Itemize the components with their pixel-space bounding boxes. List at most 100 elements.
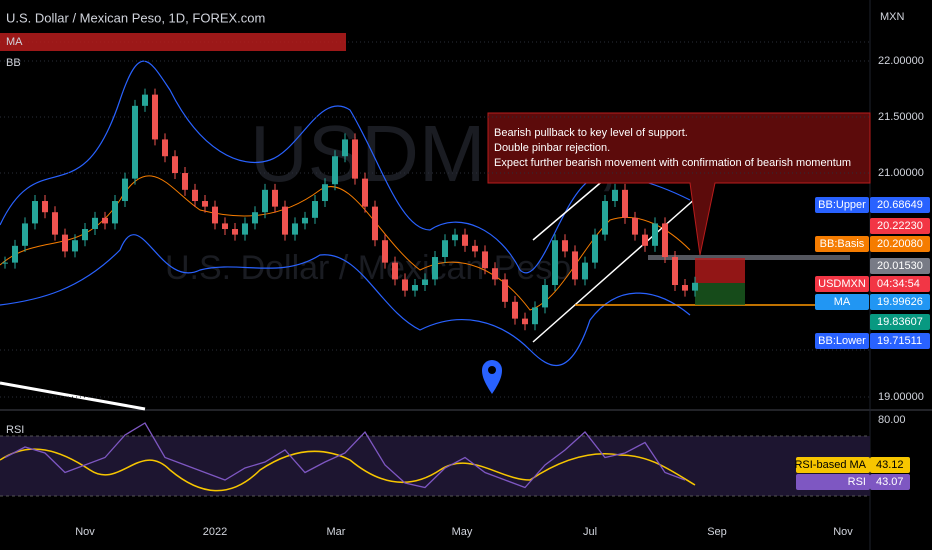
- tag-value: 19.71511: [877, 335, 922, 347]
- tag-value-box: [870, 197, 930, 213]
- channel-bottom: [532, 189, 706, 343]
- candle: [432, 257, 438, 280]
- tag-name: BB:Upper: [818, 199, 866, 211]
- time-label: Sep: [707, 526, 727, 538]
- candle: [682, 285, 688, 291]
- tag-value-box: [870, 294, 930, 310]
- candle: [412, 285, 418, 291]
- candle: [502, 279, 508, 302]
- tag-name: BB:Basis: [820, 238, 865, 250]
- candle: [542, 285, 548, 308]
- tag-value: 04:34:54: [877, 278, 920, 290]
- tag-value: 19.83607: [877, 316, 923, 328]
- candle: [62, 234, 68, 252]
- candle: [602, 201, 608, 235]
- candle: [622, 189, 628, 218]
- rsi-tag-value: 43.12: [876, 459, 904, 471]
- price-tick-label: 21.50000: [878, 111, 924, 123]
- candle: [562, 240, 568, 252]
- candle: [632, 217, 638, 235]
- annotation-line: Double pinbar rejection.: [494, 142, 610, 154]
- tag-value: 19.99626: [877, 296, 923, 308]
- candle: [272, 189, 278, 207]
- candle: [552, 240, 558, 286]
- tag-value-box: [870, 236, 930, 252]
- tag-name: USDMXN: [818, 278, 866, 290]
- rsi-tag-name: RSI-based MA: [794, 459, 866, 471]
- bb-lower: [0, 234, 691, 367]
- candle: [22, 223, 28, 246]
- tag-name-box: [815, 236, 869, 252]
- resistance-zone: [648, 255, 850, 260]
- candle: [142, 94, 148, 106]
- time-label: 2022: [203, 526, 227, 538]
- rsi-tick-label: 80.00: [878, 414, 906, 426]
- candle: [512, 301, 518, 319]
- candle: [132, 105, 138, 179]
- candle: [292, 223, 298, 235]
- candle: [162, 139, 168, 157]
- candle: [592, 234, 598, 263]
- price-tick-label: 22.00000: [878, 55, 924, 67]
- candle: [102, 217, 108, 224]
- candle: [382, 240, 388, 263]
- candle: [52, 212, 58, 235]
- stop-zone: [695, 258, 745, 283]
- tag-name-box: [815, 294, 869, 310]
- candle: [12, 245, 18, 263]
- candle: [372, 206, 378, 241]
- tag-value-box: [870, 276, 930, 292]
- candle: [332, 156, 338, 185]
- time-label: May: [452, 526, 473, 538]
- candle: [92, 217, 98, 230]
- candle: [462, 234, 468, 246]
- candle: [192, 189, 198, 202]
- candle: [322, 184, 328, 202]
- candle: [82, 229, 88, 241]
- rsi-tag-box: [796, 457, 870, 473]
- candle: [262, 189, 268, 213]
- candle: [672, 257, 678, 286]
- candle: [42, 201, 48, 213]
- trend-line: [0, 381, 146, 411]
- tag-value: 20.20080: [877, 238, 923, 250]
- tag-value-box: [870, 218, 930, 234]
- candle: [612, 189, 618, 202]
- candle: [342, 139, 348, 157]
- rsi-ma: [0, 448, 696, 492]
- candle: [442, 240, 448, 258]
- pin-hole: [488, 366, 496, 374]
- tag-value: 20.01530: [877, 260, 923, 272]
- rsi-tag-box: [796, 474, 870, 490]
- candle: [572, 251, 578, 280]
- tag-value: 20.22230: [877, 220, 923, 232]
- candle: [112, 201, 118, 224]
- candle: [582, 262, 588, 280]
- tag-value-box: [870, 258, 930, 274]
- candle: [522, 318, 528, 325]
- candle: [452, 234, 458, 241]
- indicator-name: BB: [6, 57, 21, 69]
- candle: [482, 251, 488, 269]
- candle: [352, 139, 358, 179]
- tag-name: MA: [834, 296, 851, 308]
- tag-name-box: [815, 276, 869, 292]
- currency: MXN: [880, 11, 905, 23]
- tag-value-box: [870, 314, 930, 330]
- candle: [472, 245, 478, 252]
- candle: [312, 201, 318, 218]
- tag-name-box: [815, 333, 869, 349]
- price-tick-label: 19.00000: [878, 391, 924, 403]
- candle: [662, 223, 668, 258]
- candle: [72, 240, 78, 252]
- candle: [402, 279, 408, 291]
- tag-name-box: [815, 197, 869, 213]
- candle: [222, 223, 228, 230]
- candle: [152, 94, 158, 140]
- candle: [532, 307, 538, 325]
- rsi-tag-box: [870, 457, 910, 473]
- candle: [362, 178, 368, 207]
- rsi-tag-value: 43.07: [876, 476, 904, 488]
- bb-basis: [0, 175, 691, 311]
